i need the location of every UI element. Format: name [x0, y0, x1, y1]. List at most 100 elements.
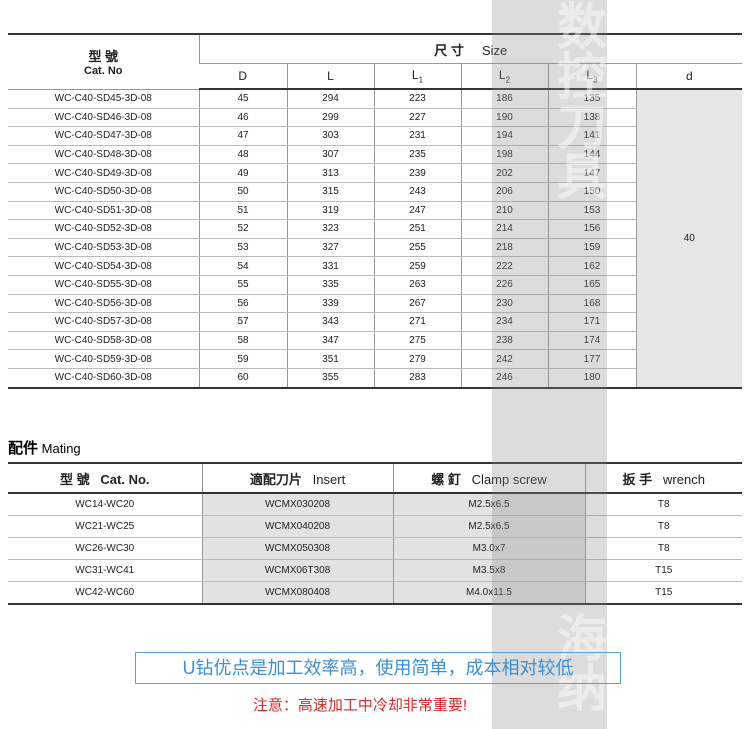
cat-no: WC-C40-SD55-3D-08 [8, 275, 199, 295]
dimension: 315 [286, 182, 374, 202]
dimension: 246 [460, 368, 548, 389]
dimension: 238 [460, 331, 548, 351]
warning: 注意：高速加工中冷却非常重要! [252, 697, 468, 714]
header-en: Insert [312, 471, 346, 487]
dimension: 52 [198, 219, 287, 239]
dimension: 275 [373, 331, 461, 351]
dimension: 171 [547, 312, 636, 332]
header-cell: 適配刀片 Insert [201, 463, 393, 494]
column-label: L [327, 69, 334, 83]
cell: WC31-WC41 [8, 559, 202, 582]
dimension: 53 [198, 238, 287, 258]
column-label: d [685, 69, 693, 83]
cat-no: WC-C40-SD57-3D-08 [8, 312, 199, 332]
row: WC21-WC25 WCMX040208 M2.5x6.5 T8 [8, 515, 742, 538]
row: WC31-WC41 WCMX06T308 M3.5x8 T15 [8, 559, 742, 582]
mating-table: 型 號 Cat. No. 適配刀片 Insert 螺 釘 Clamp screw 扳 … [8, 462, 742, 605]
dimension: 247 [373, 201, 461, 221]
size-table: 型 號 Cat. No 尺 寸 Size D L L1 L2 L3 d WC-C40-SD4… [8, 33, 743, 389]
cat-header: 型 號 Cat. No [8, 34, 199, 90]
dimension: 251 [373, 219, 461, 239]
column-subscript: 3 [593, 75, 598, 85]
row: WC-C40-SD58-3D-08 58 347 275 238 174 [8, 331, 742, 351]
dimension: 243 [373, 182, 461, 202]
header-zh: 螺 釘 [431, 471, 461, 487]
row: WC42-WC60 WCMX080408 M4.0x11.5 T15 [8, 581, 742, 605]
dimension: 331 [286, 256, 374, 276]
cell: WCMX080408 [201, 581, 393, 605]
dimension: 351 [286, 349, 374, 369]
dimension: 48 [198, 145, 287, 165]
column-label: D [238, 69, 248, 83]
dimension: 327 [286, 238, 374, 258]
row: WC14-WC20 WCMX030208 M2.5x6.5 T8 [8, 493, 742, 516]
dimension: 303 [286, 126, 374, 146]
cell: WCMX050308 [201, 537, 393, 560]
dimension: 226 [460, 275, 548, 295]
dimension: 343 [286, 312, 374, 332]
row: WC-C40-SD45-3D-08 45 294 223 186 135 40 [8, 89, 743, 388]
row: WC-C40-SD60-3D-08 60 355 283 246 180 [8, 368, 742, 389]
dimension: 156 [547, 219, 636, 239]
size-header-en: Size [481, 42, 508, 58]
dimension: 50 [198, 182, 287, 202]
column-subscript: 1 [418, 75, 424, 85]
cat-header-en: Cat. No [84, 65, 123, 78]
dimension: 230 [460, 294, 548, 314]
cell: M2.5x6.5 [392, 515, 585, 538]
cell: M3.5x8 [392, 559, 585, 582]
dimension: 45 [198, 89, 287, 109]
cat-no: WC-C40-SD50-3D-08 [8, 182, 199, 202]
dimension: 144 [547, 145, 636, 165]
row: WC-C40-SD51-3D-08 51 319 247 210 153 [8, 201, 742, 221]
row: WC-C40-SD52-3D-08 52 323 251 214 156 [8, 219, 742, 239]
dimension: 159 [547, 238, 636, 258]
header-zh: 型 號 [59, 471, 90, 487]
dimension: 135 [547, 89, 636, 109]
dimension: 307 [286, 145, 374, 165]
cat-header-zh: 型 號 [88, 49, 119, 65]
cell: WC14-WC20 [8, 493, 202, 516]
dimension: 190 [460, 108, 548, 128]
column-label: L [586, 67, 594, 82]
mating-title: 配件 Mating [8, 437, 81, 458]
header-en: Cat. No. [100, 471, 150, 487]
cell: T8 [584, 537, 742, 560]
cat-no: WC-C40-SD54-3D-08 [8, 256, 199, 276]
header-cell: 型 號 Cat. No. [8, 463, 202, 494]
dimension: 202 [460, 163, 548, 183]
row: WC-C40-SD53-3D-08 53 327 255 218 159 [8, 238, 742, 258]
cell: WCMX030208 [201, 493, 393, 516]
d-value: 40 [635, 89, 743, 388]
dimension: 47 [198, 126, 287, 146]
cat-no: WC-C40-SD52-3D-08 [8, 219, 199, 239]
dimension: 231 [373, 126, 461, 146]
dimension: 235 [373, 145, 461, 165]
size-header-zh: 尺 寸 [434, 42, 464, 58]
size-header: 尺 寸 Size [198, 34, 743, 64]
dimension: 234 [460, 312, 548, 332]
dimension: 198 [460, 145, 548, 165]
cat-no: WC-C40-SD60-3D-08 [8, 368, 199, 389]
dimension: 60 [198, 368, 287, 389]
dimension: 55 [198, 275, 287, 295]
dimension: 165 [547, 275, 636, 295]
cat-no: WC-C40-SD59-3D-08 [8, 349, 199, 369]
row: WC26-WC30 WCMX050308 M3.0x7 T8 [8, 537, 742, 560]
dimension: 222 [460, 256, 548, 276]
cell: T8 [584, 515, 742, 538]
dimension: 347 [286, 331, 374, 351]
column-header: D [199, 63, 287, 90]
cell: WC26-WC30 [8, 537, 202, 560]
dimension: 214 [460, 219, 548, 239]
dimension: 299 [286, 108, 374, 128]
dimension: 168 [547, 294, 636, 314]
column-subscript: 2 [505, 75, 511, 85]
dimension: 267 [373, 294, 461, 314]
row: WC-C40-SD59-3D-08 59 351 279 242 177 [8, 349, 742, 369]
dimension: 58 [198, 331, 287, 351]
cell: T8 [584, 493, 742, 516]
dimension: 180 [547, 368, 636, 389]
cell: WC21-WC25 [8, 515, 202, 538]
cat-no: WC-C40-SD47-3D-08 [8, 126, 199, 146]
